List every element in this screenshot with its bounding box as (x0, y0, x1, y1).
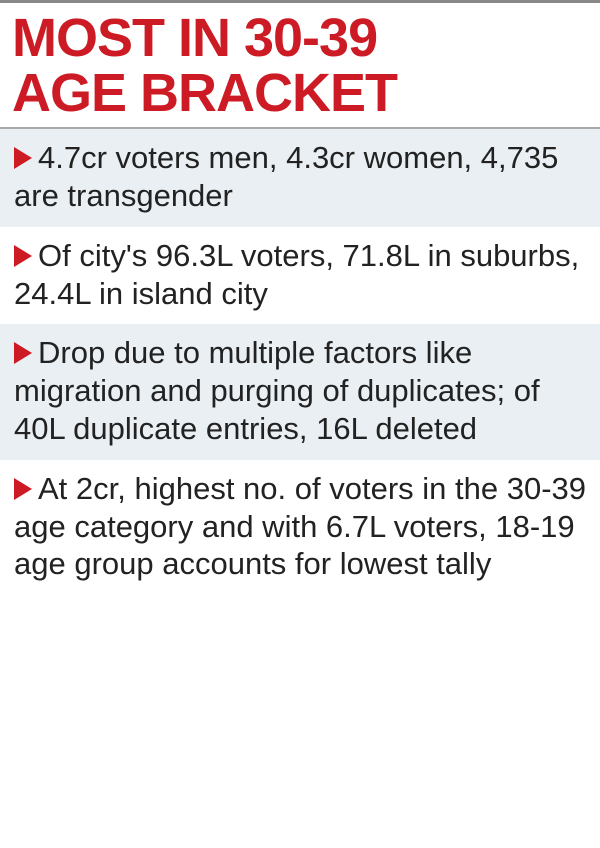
arrow-icon (14, 245, 32, 267)
title-line-1: MOST IN 30-39 (12, 8, 377, 68)
list-item-text: Of city's 96.3L voters, 71.8L in suburbs… (14, 238, 579, 311)
list-item-text: 4.7cr voters men, 4.3cr women, 4,735 are… (14, 140, 558, 213)
bullet-list: 4.7cr voters men, 4.3cr women, 4,735 are… (0, 129, 600, 595)
arrow-icon (14, 342, 32, 364)
list-item: Of city's 96.3L voters, 71.8L in suburbs… (0, 227, 600, 325)
list-item: 4.7cr voters men, 4.3cr women, 4,735 are… (0, 129, 600, 227)
list-item: Drop due to multiple factors like migrat… (0, 324, 600, 459)
infographic-card: MOST IN 30-39 AGE BRACKET 4.7cr voters m… (0, 0, 600, 848)
infographic-title: MOST IN 30-39 AGE BRACKET (0, 3, 600, 127)
arrow-icon (14, 147, 32, 169)
arrow-icon (14, 478, 32, 500)
list-item-text: Drop due to multiple factors like migrat… (14, 335, 540, 446)
title-line-2: AGE BRACKET (12, 63, 397, 123)
list-item-text: At 2cr, highest no. of voters in the 30-… (14, 471, 586, 582)
list-item: At 2cr, highest no. of voters in the 30-… (0, 460, 600, 595)
